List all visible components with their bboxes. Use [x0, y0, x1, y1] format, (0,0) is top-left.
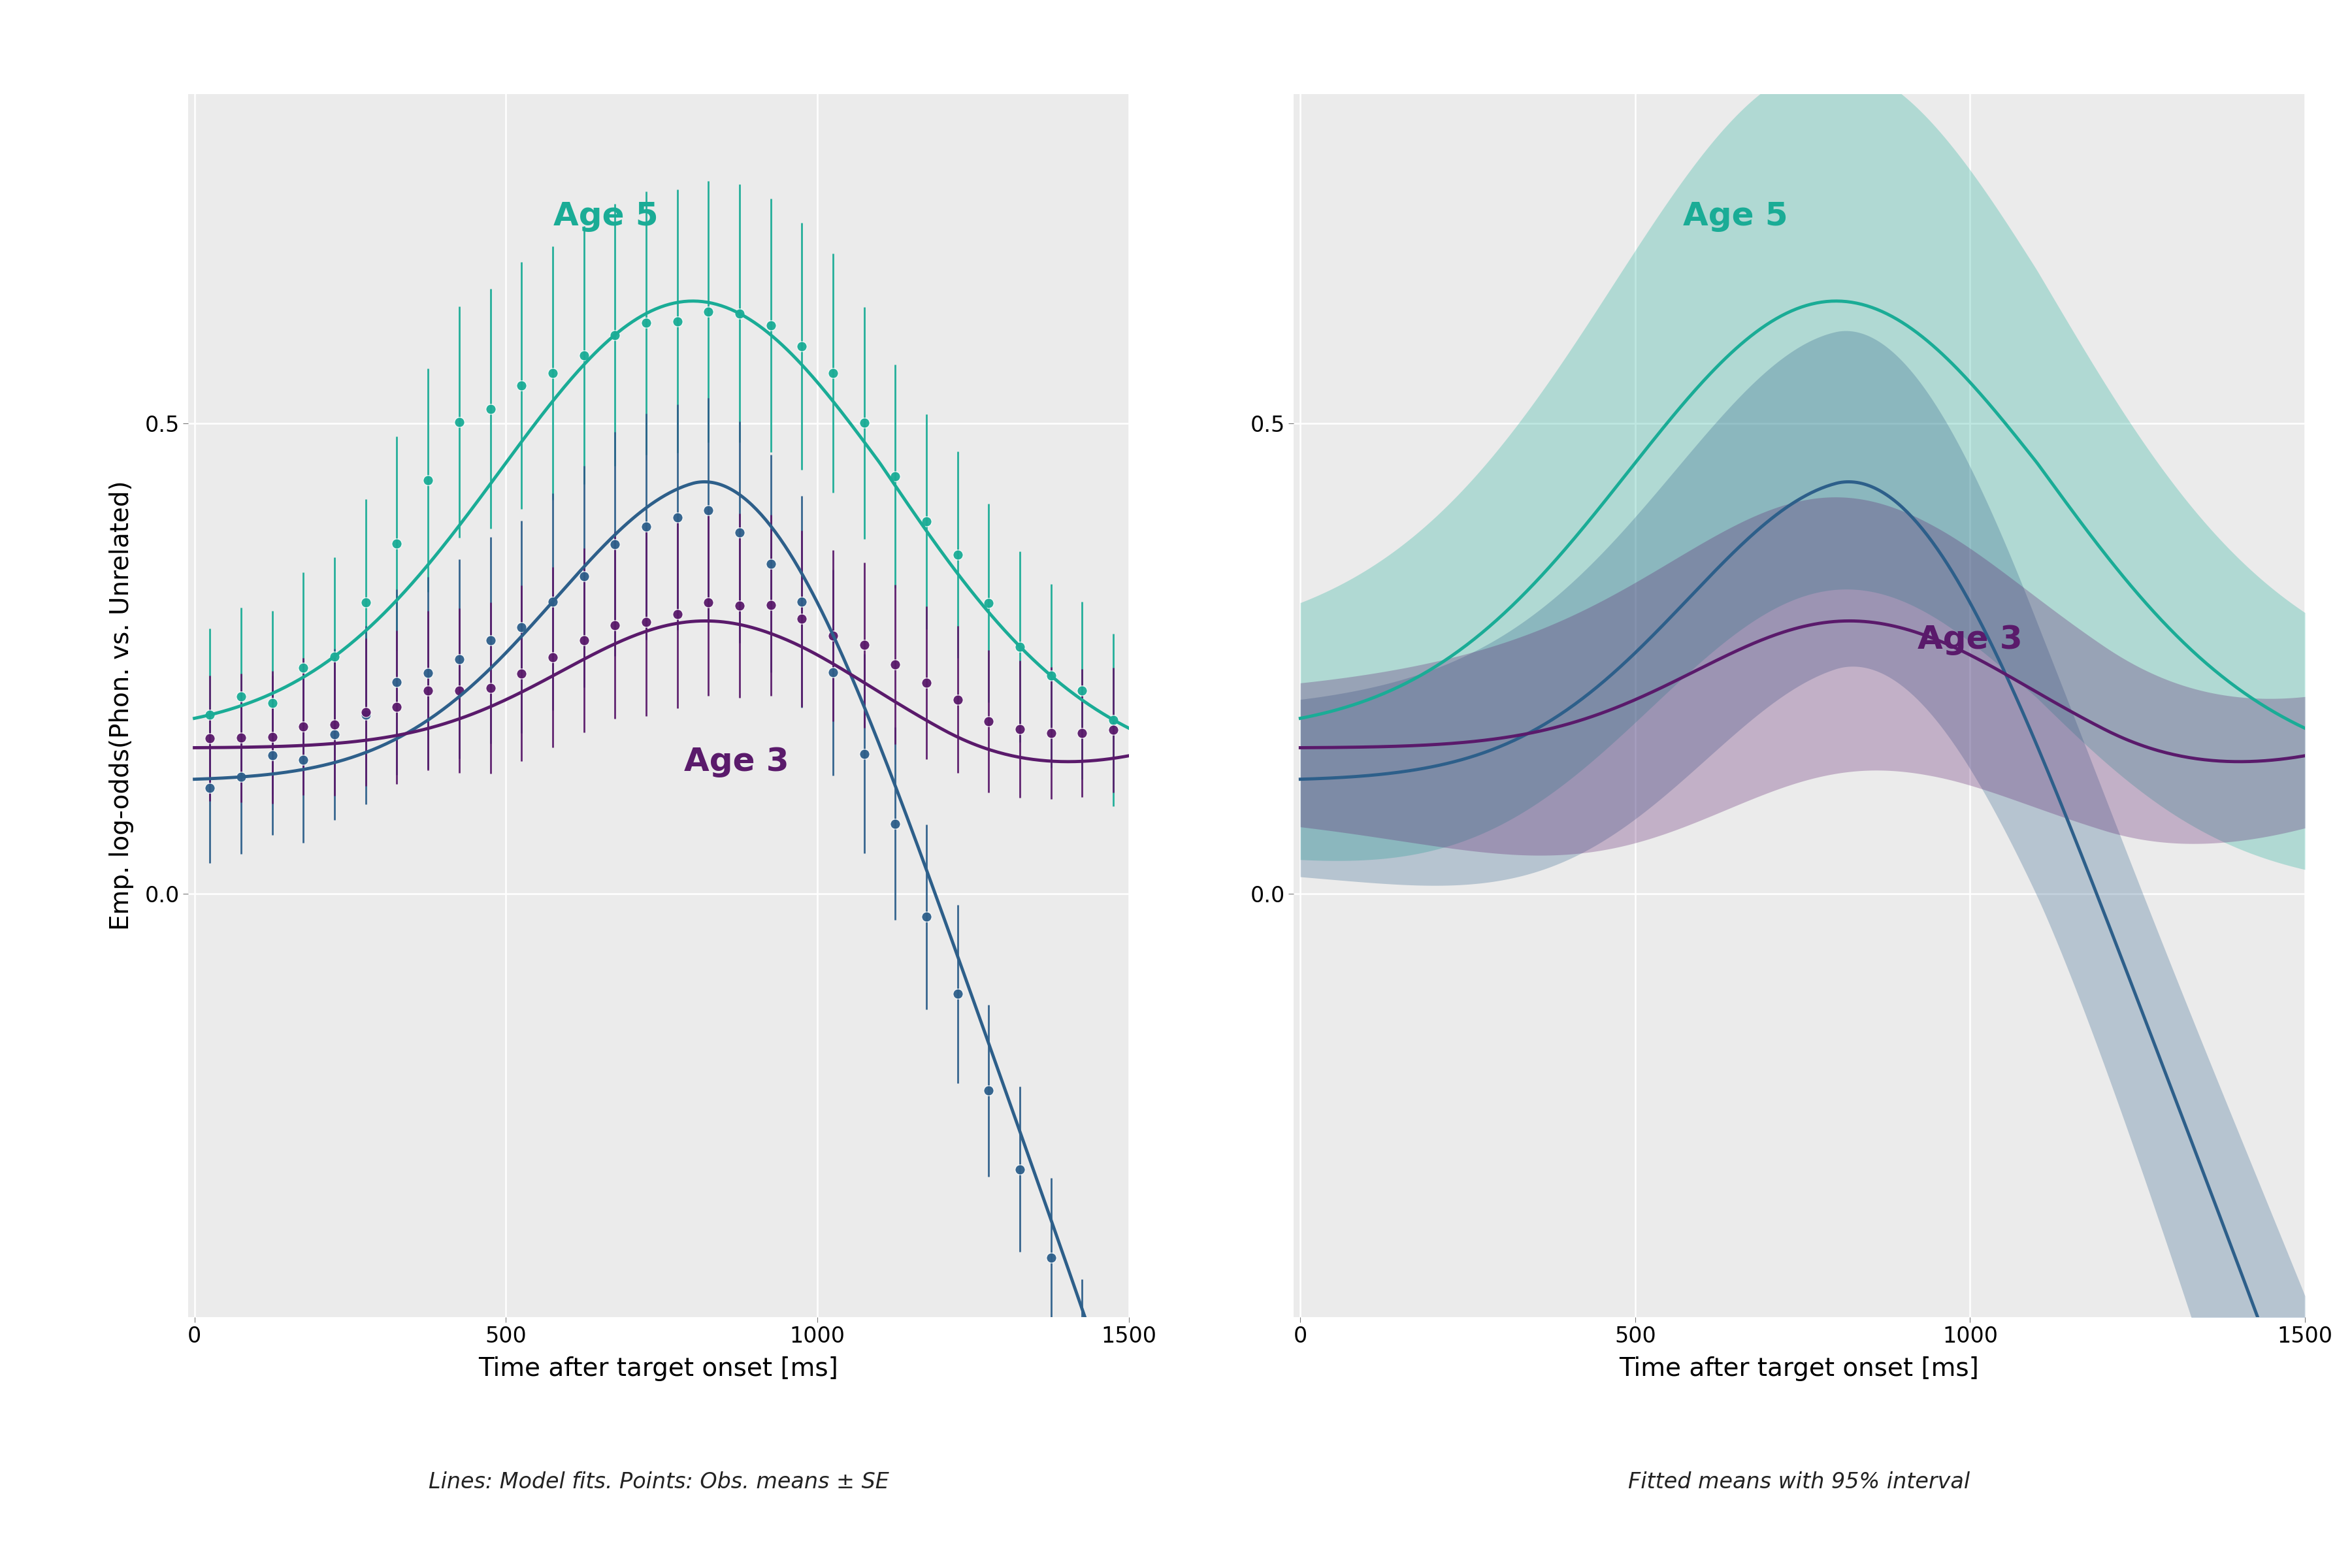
Text: Age 5: Age 5	[1684, 201, 1788, 232]
Text: Age 3: Age 3	[1917, 624, 2023, 655]
X-axis label: Time after target onset [ms]: Time after target onset [ms]	[477, 1356, 840, 1381]
Y-axis label: Emp. log-odds(Phon. vs. Unrelated): Emp. log-odds(Phon. vs. Unrelated)	[108, 481, 134, 930]
Text: Age 3: Age 3	[684, 746, 788, 778]
Text: Lines: Model fits. Points: Obs. means ± SE: Lines: Model fits. Points: Obs. means ± …	[428, 1471, 889, 1493]
X-axis label: Time after target onset [ms]: Time after target onset [ms]	[1618, 1356, 1980, 1381]
Text: Age 5: Age 5	[553, 201, 659, 232]
Text: Fitted means with 95% interval: Fitted means with 95% interval	[1628, 1471, 1971, 1493]
